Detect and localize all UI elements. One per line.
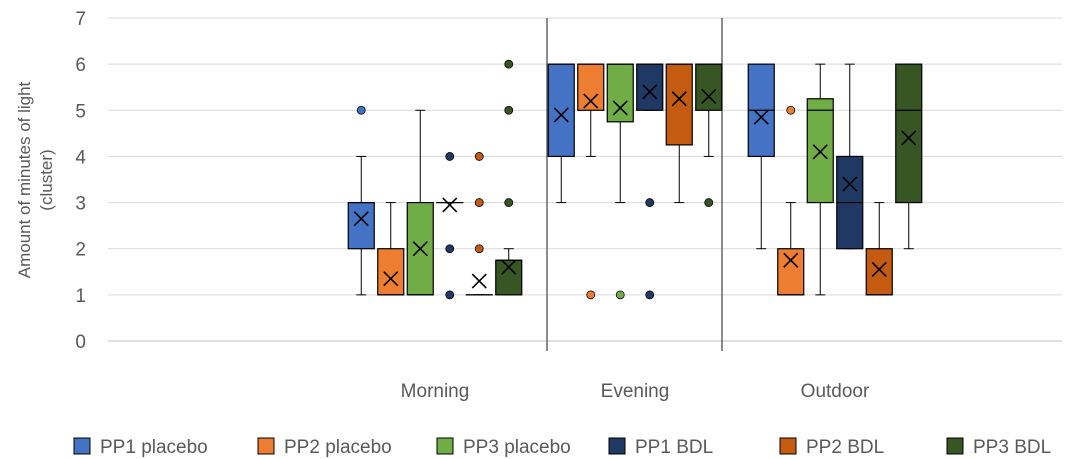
outlier-point	[445, 290, 455, 300]
y-axis-title-group: Amount of minutes of light (cluster)	[15, 81, 56, 278]
box-pp1-bdl-outdoor	[836, 63, 864, 250]
legend-label: PP2 placebo	[284, 437, 392, 458]
y-tick-label: 1	[75, 286, 86, 307]
y-tick-label: 7	[75, 9, 86, 30]
box-pp3-placebo-morning	[406, 109, 434, 296]
outlier-point	[474, 198, 484, 207]
y-axis-title: Amount of minutes of light (cluster)	[15, 81, 56, 278]
legend-swatch	[436, 437, 454, 455]
outlier-point	[645, 198, 655, 207]
outlier-point	[474, 152, 484, 161]
legend-label: PP3 placebo	[463, 437, 571, 458]
box-body	[695, 63, 723, 111]
box-body	[865, 248, 893, 296]
legend-label: PP1 placebo	[100, 437, 208, 458]
box-pp2-bdl-morning	[465, 152, 493, 296]
box-body	[665, 63, 693, 146]
box-body	[547, 63, 575, 158]
outlier-point	[504, 105, 514, 115]
mean-marker	[553, 107, 569, 123]
box-pp3-bdl-outdoor	[895, 63, 923, 250]
legend-swatch	[257, 437, 275, 455]
outlier-point	[586, 290, 596, 300]
box-pp3-placebo-outdoor	[806, 63, 834, 296]
legend: PP1 placebo PP2 placebo PP3 placebo PP1 BDL…	[73, 437, 1051, 458]
mean-marker	[642, 84, 658, 100]
outlier-point	[704, 198, 714, 207]
mean-marker	[471, 273, 487, 289]
box-body	[577, 63, 605, 111]
mean-marker	[442, 197, 458, 213]
box-pp3-bdl-morning	[495, 59, 523, 296]
y-tick-label: 4	[75, 147, 86, 168]
category-label: Evening	[601, 381, 670, 402]
box-body	[777, 248, 805, 296]
mean-marker	[901, 130, 917, 146]
mean-marker	[353, 211, 369, 227]
mean-marker	[501, 259, 517, 275]
y-tick-label: 0	[75, 332, 86, 353]
box-pp2-bdl-evening	[665, 63, 693, 204]
mean-marker	[412, 241, 428, 257]
mean-marker	[812, 144, 828, 160]
box-body	[495, 259, 523, 296]
box-pp2-placebo-outdoor	[777, 105, 805, 296]
mean-marker	[783, 252, 799, 268]
y-axis-title-line: (cluster)	[37, 149, 56, 210]
y-tick-label: 6	[75, 55, 86, 76]
box-pp1-bdl-evening	[636, 63, 664, 300]
mean-marker	[842, 176, 858, 192]
box-pp2-placebo-morning	[377, 202, 405, 296]
category-label: Outdoor	[801, 381, 870, 402]
box-body	[347, 201, 375, 250]
box-pp3-placebo-evening	[606, 63, 634, 300]
legend-swatch	[73, 437, 91, 455]
legend-label: PP1 BDL	[635, 437, 713, 458]
y-tick-label: 2	[75, 240, 86, 261]
legend-swatch	[779, 437, 797, 455]
category-label: Morning	[401, 381, 470, 402]
box-body	[377, 248, 405, 296]
box-body	[606, 63, 634, 123]
mean-marker	[583, 93, 599, 109]
outlier-point	[615, 290, 625, 300]
legend-label: PP2 BDL	[806, 437, 884, 458]
box-pp1-placebo-evening	[547, 63, 575, 204]
box-body	[806, 98, 834, 204]
mean-marker	[671, 91, 687, 107]
outlier-point	[645, 290, 655, 300]
box-pp1-placebo-outdoor	[747, 63, 775, 250]
outlier-point	[445, 152, 455, 161]
y-tick-label: 5	[75, 101, 86, 122]
box-body	[636, 63, 664, 111]
plot-area	[347, 59, 923, 300]
mean-marker	[753, 109, 769, 125]
outlier-point	[786, 105, 796, 115]
outlier-point	[504, 59, 514, 69]
mean-marker	[871, 261, 887, 278]
y-tick-label: 3	[75, 194, 86, 215]
box-pp1-bdl-morning	[436, 152, 464, 300]
box-body	[895, 63, 923, 204]
mean-marker	[701, 88, 717, 105]
box-pp3-bdl-evening	[695, 63, 723, 207]
legend-swatch	[608, 437, 626, 455]
mean-marker	[383, 271, 399, 287]
y-axis-title-line: Amount of minutes of light	[15, 81, 34, 278]
box-pp1-placebo-morning	[347, 105, 375, 296]
legend-label: PP3 BDL	[973, 437, 1051, 458]
mean-marker	[612, 100, 628, 116]
y-axis: 0 1 2 3 4 5 6 7	[75, 9, 86, 353]
x-axis-category-labels: Morning Evening Outdoor	[401, 381, 870, 402]
outlier-point	[474, 244, 484, 254]
legend-swatch	[946, 437, 964, 455]
box-pp2-placebo-evening	[577, 63, 605, 300]
outlier-point	[504, 198, 514, 207]
outlier-point	[356, 105, 366, 115]
outlier-point	[445, 244, 455, 254]
box-pp2-bdl-outdoor	[865, 202, 893, 296]
